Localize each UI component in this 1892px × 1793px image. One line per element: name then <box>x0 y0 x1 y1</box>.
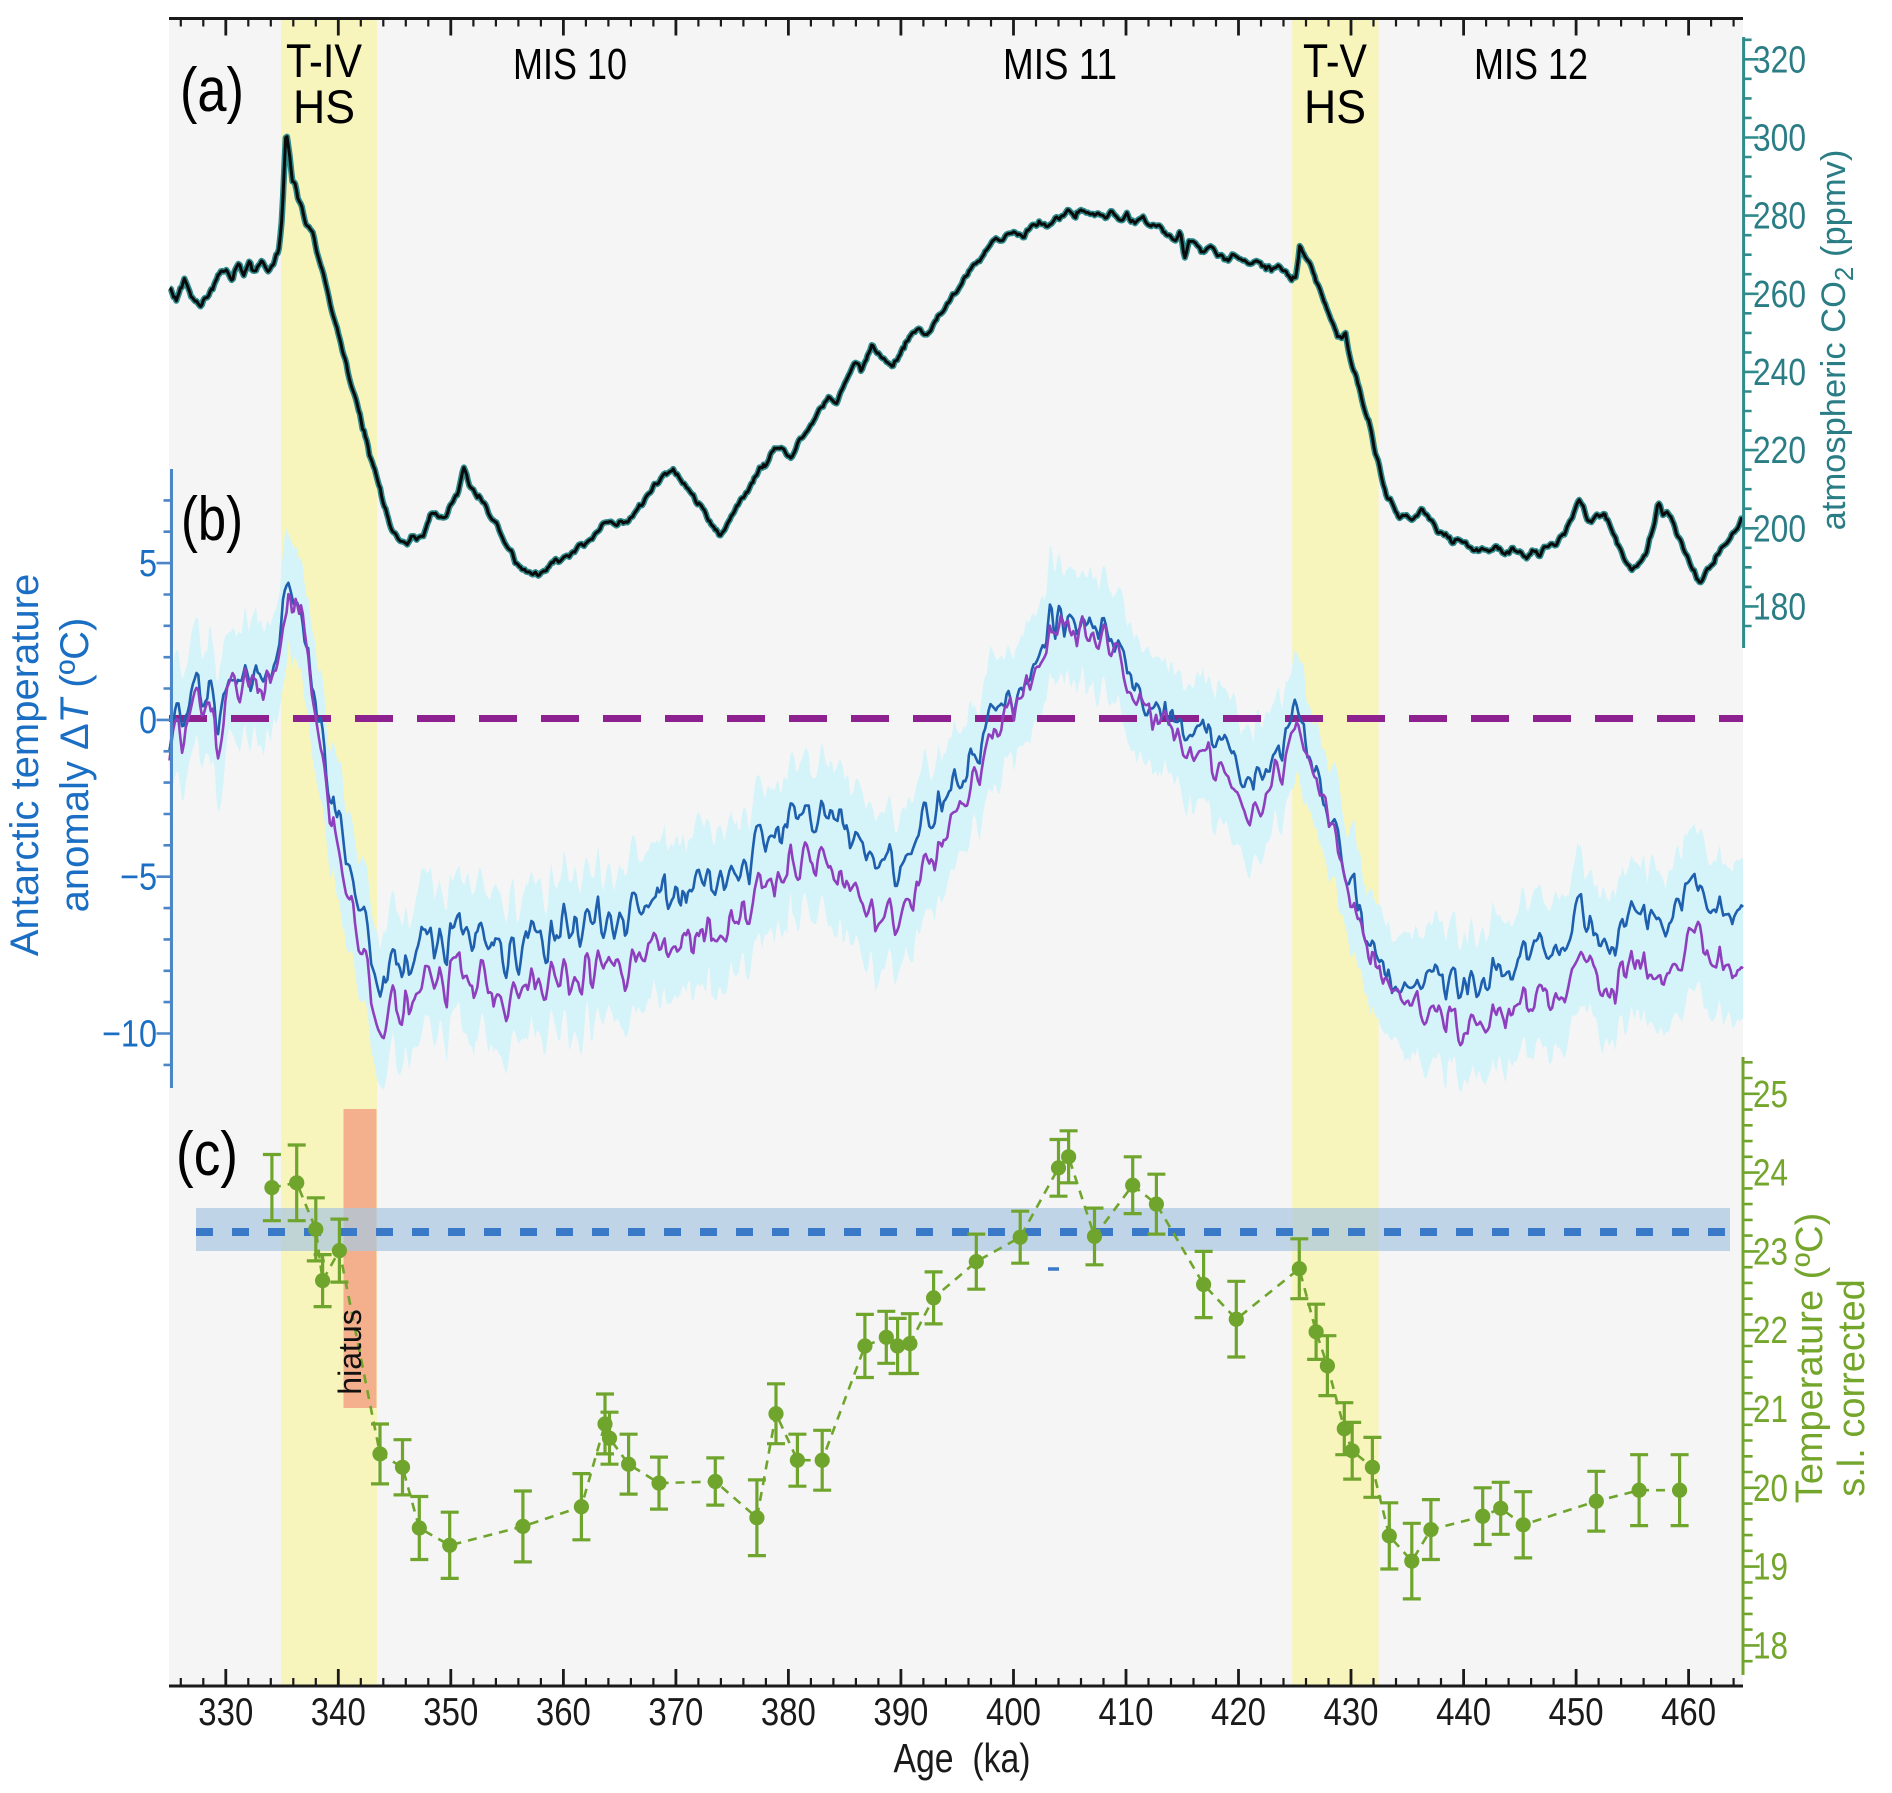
svg-text:0: 0 <box>139 700 157 742</box>
svg-text:300: 300 <box>1753 118 1806 160</box>
svg-text:420: 420 <box>1211 1691 1266 1734</box>
svg-text:T-IV: T-IV <box>286 34 363 87</box>
svg-text:380: 380 <box>761 1691 816 1734</box>
svg-text:340: 340 <box>311 1691 366 1734</box>
svg-text:Age (ka): Age (ka) <box>894 1735 1031 1781</box>
svg-text:T-V: T-V <box>1303 34 1368 87</box>
svg-text:−10: −10 <box>102 1014 157 1056</box>
svg-text:hiatus: hiatus <box>332 1309 368 1394</box>
svg-text:360: 360 <box>536 1691 591 1734</box>
svg-text:22: 22 <box>1753 1310 1788 1352</box>
svg-text:20: 20 <box>1753 1468 1788 1510</box>
svg-text:19: 19 <box>1753 1547 1788 1589</box>
svg-text:410: 410 <box>1099 1691 1154 1734</box>
svg-text:atmospheric CO2 (ppmv): atmospheric CO2 (ppmv) <box>1815 150 1859 531</box>
svg-text:330: 330 <box>198 1691 253 1734</box>
svg-text:(c): (c) <box>176 1120 238 1189</box>
svg-text:400: 400 <box>986 1691 1041 1734</box>
svg-text:25: 25 <box>1753 1074 1788 1116</box>
svg-text:Antarctic temperature: Antarctic temperature <box>3 574 47 956</box>
svg-text:MIS 10: MIS 10 <box>513 40 627 89</box>
svg-text:280: 280 <box>1753 196 1806 238</box>
svg-text:260: 260 <box>1753 274 1806 316</box>
svg-text:MIS 12: MIS 12 <box>1474 40 1588 89</box>
svg-text:460: 460 <box>1661 1691 1716 1734</box>
svg-text:(b): (b) <box>181 485 243 554</box>
svg-text:s.l. corrected: s.l. corrected <box>1831 1279 1873 1497</box>
svg-text:18: 18 <box>1753 1625 1788 1667</box>
svg-text:Temperature (ºC): Temperature (ºC) <box>1789 1213 1831 1504</box>
svg-text:(a): (a) <box>180 56 244 125</box>
svg-text:440: 440 <box>1436 1691 1491 1734</box>
svg-text:350: 350 <box>423 1691 478 1734</box>
svg-text:21: 21 <box>1753 1389 1788 1431</box>
svg-text:23: 23 <box>1753 1231 1788 1273</box>
svg-text:HS: HS <box>293 80 355 133</box>
svg-text:MIS 11: MIS 11 <box>1003 40 1117 89</box>
svg-text:−5: −5 <box>120 857 157 899</box>
svg-text:370: 370 <box>648 1691 703 1734</box>
svg-text:24: 24 <box>1753 1153 1788 1195</box>
svg-text:390: 390 <box>873 1691 928 1734</box>
svg-text:320: 320 <box>1753 39 1806 81</box>
svg-text:450: 450 <box>1549 1691 1604 1734</box>
svg-text:200: 200 <box>1753 508 1806 550</box>
svg-text:240: 240 <box>1753 352 1806 394</box>
svg-text:220: 220 <box>1753 430 1806 472</box>
svg-text:430: 430 <box>1324 1691 1379 1734</box>
svg-text:HS: HS <box>1304 80 1366 133</box>
svg-text:5: 5 <box>139 543 157 585</box>
svg-text:180: 180 <box>1753 586 1806 628</box>
svg-text:anomaly ΔT (ºC): anomaly ΔT (ºC) <box>53 618 97 913</box>
